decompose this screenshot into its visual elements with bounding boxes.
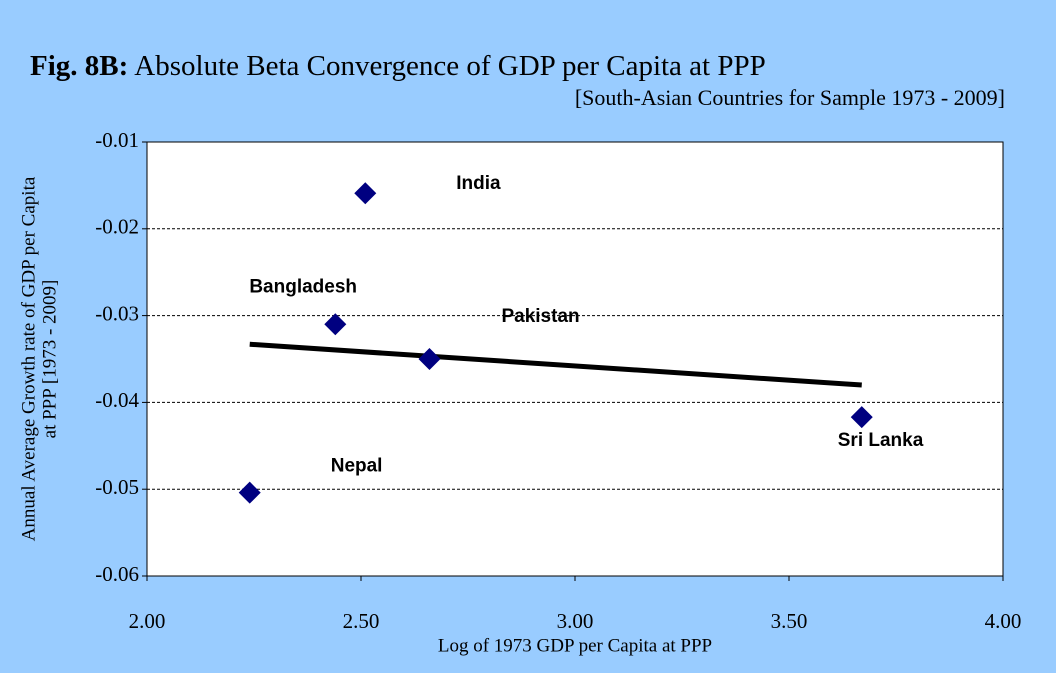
y-tick-label: -0.05	[95, 475, 139, 499]
y-tick-label: -0.02	[95, 215, 139, 239]
plot-area	[146, 141, 1004, 577]
point-label: Bangladesh	[249, 276, 357, 297]
point-label: Pakistan	[501, 306, 579, 327]
x-axis-label: Log of 1973 GDP per Capita at PPP	[438, 635, 712, 656]
x-tick-label: 2.50	[343, 609, 380, 633]
y-tick-label: -0.03	[95, 301, 139, 325]
point	[354, 182, 377, 205]
point	[324, 313, 347, 336]
y-tick-label: -0.01	[95, 128, 139, 152]
point	[850, 406, 873, 429]
x-tick-label: 3.50	[771, 609, 808, 633]
chart-title: Fig. 8B: Absolute Beta Convergence of GDP…	[30, 50, 766, 82]
title-prefix: Fig. 8B:	[30, 50, 128, 82]
x-tick-label: 3.00	[557, 609, 594, 633]
title-text: Absolute Beta Convergence of GDP per Cap…	[134, 50, 765, 82]
point-label: Nepal	[331, 456, 383, 477]
y-axis-label: at PPP [1973 - 2009]	[39, 280, 60, 439]
x-tick-label: 4.00	[985, 609, 1022, 633]
y-tick-label: -0.04	[95, 388, 139, 412]
trendline	[249, 341, 862, 388]
x-tick-label: 2.00	[129, 609, 166, 633]
subtitle: [South-Asian Countries for Sample 1973 -…	[575, 85, 1005, 110]
point-label: Sri Lanka	[838, 430, 924, 451]
point	[238, 481, 261, 504]
y-tick-label: -0.06	[95, 562, 139, 586]
point	[418, 348, 441, 370]
y-axis-label: Annual Average Growth rate of GDP per Ca…	[18, 176, 39, 541]
point-label: India	[456, 173, 501, 194]
